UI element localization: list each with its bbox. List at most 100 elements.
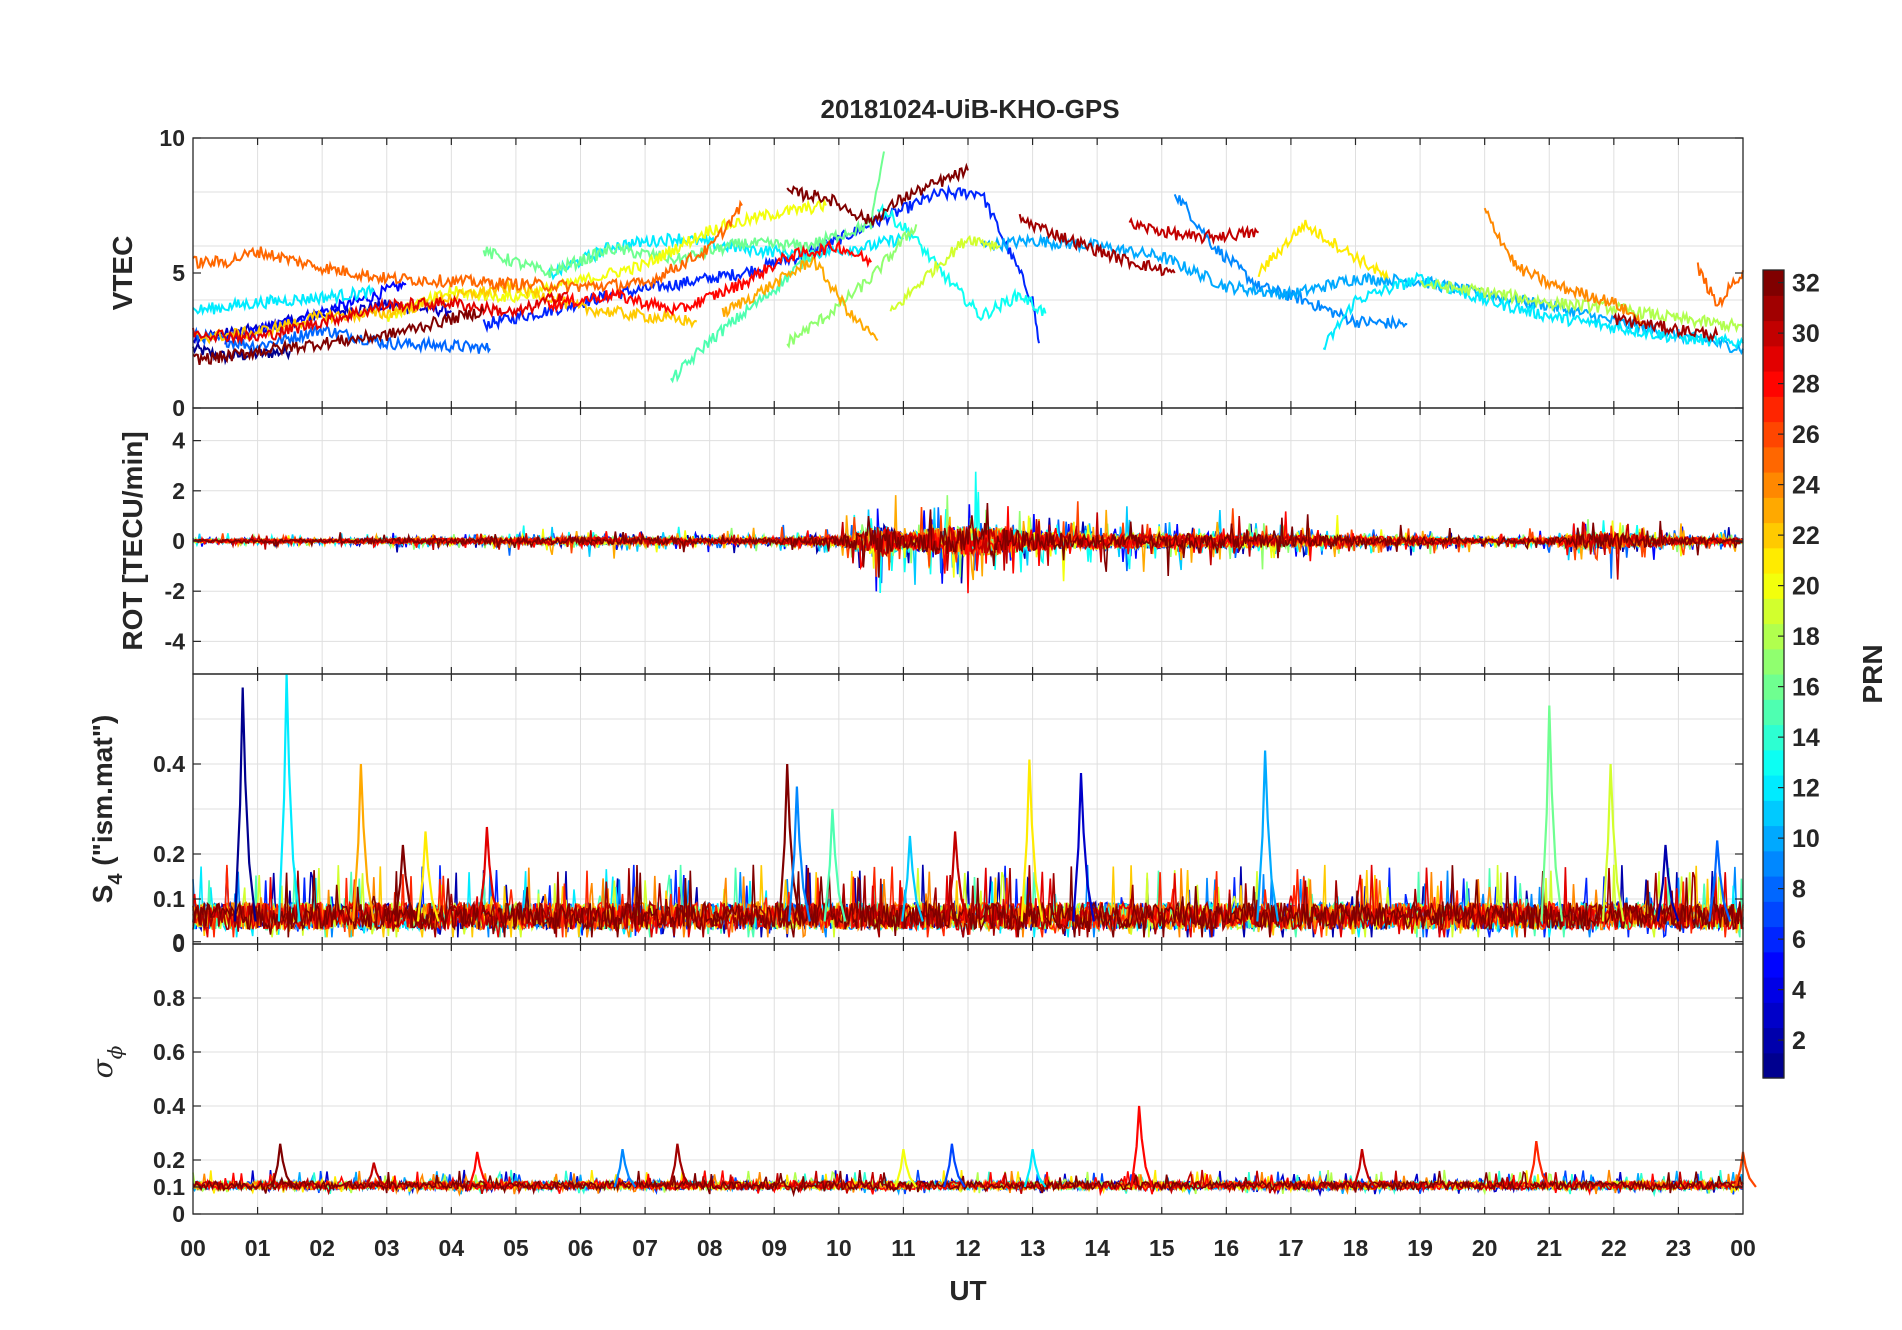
panel-vtec: 0 5 10 VTEC	[107, 125, 1744, 421]
y-tick-label: -4	[165, 628, 186, 654]
colorbar-label: PRN	[1857, 644, 1888, 703]
vtec-series-line	[192, 305, 485, 365]
sig-series-line	[192, 1170, 1744, 1198]
vtec-series-line	[721, 256, 879, 342]
vtec-series-line	[192, 284, 375, 317]
colorbar-swatch	[1763, 446, 1784, 473]
vtec-series-line	[1128, 216, 1260, 245]
vtec-series-line	[876, 203, 1047, 322]
s4-peak-mark	[788, 786, 811, 922]
rot-series-line	[192, 502, 1744, 578]
colorbar-swatch	[1763, 648, 1784, 675]
y-tick-label: 0.4	[153, 751, 185, 777]
panel-s4: 000.10.20.4 S4 ("ism.mat")	[87, 673, 1744, 957]
colorbar-tick-label: 14	[1792, 724, 1820, 752]
sig-peak-mark	[894, 1149, 918, 1188]
colorbar-swatch	[1763, 699, 1784, 726]
colorbar-swatch	[1763, 623, 1784, 650]
colorbar-tick-label: 30	[1792, 320, 1820, 348]
sig-peak-mark	[668, 1143, 692, 1188]
x-tick-label: 01	[245, 1235, 271, 1261]
colorbar-tick-label: 32	[1792, 270, 1820, 298]
s4-peak-mark	[233, 687, 257, 922]
vtec-series-line	[1612, 312, 1719, 343]
rot-y-ticks: -4 -2 0 2 4	[165, 428, 1743, 654]
colorbar-swatch	[1763, 1027, 1784, 1054]
colorbar-swatch	[1763, 547, 1784, 574]
vtec-y-ticks: 0 5 10	[159, 125, 1743, 421]
x-tick-label: 03	[374, 1235, 400, 1261]
x-tick-label: 14	[1084, 1235, 1110, 1261]
y-tick-label: 0.4	[153, 1093, 185, 1119]
colorbar-swatches	[1763, 270, 1784, 1079]
colorbar-swatch	[1763, 522, 1784, 549]
x-tick-label: 07	[632, 1235, 658, 1261]
s4-y-ticks: 000.10.20.4	[153, 751, 1743, 957]
s4-peak-mark	[352, 763, 375, 922]
x-tick-label: 22	[1601, 1235, 1627, 1261]
x-tick-label: 13	[1020, 1235, 1046, 1261]
s4-peak-mark	[478, 826, 501, 922]
colorbar-swatch	[1763, 396, 1784, 423]
colorbar-swatch	[1763, 320, 1784, 347]
x-tick-label: 00	[1730, 1235, 1756, 1261]
colorbar-tick-label: 20	[1792, 573, 1820, 601]
colorbar-swatch	[1763, 951, 1784, 978]
vtec-series-line	[1483, 207, 1647, 329]
colorbar-tick-label: 8	[1792, 876, 1806, 904]
colorbar-swatch	[1763, 371, 1784, 397]
y-tick-label: 0	[172, 528, 185, 554]
s4-y-label: S4 ("ism.mat")	[87, 715, 127, 904]
colorbar-swatch	[1763, 497, 1784, 524]
panel-rot: -4 -2 0 2 4 ROT [TECU/min]	[117, 407, 1744, 675]
colorbar-tick-label: 24	[1792, 472, 1820, 500]
s4-peak-mark	[901, 835, 924, 922]
y-tick-label: 0	[172, 395, 185, 421]
sig-peak-mark	[1023, 1149, 1047, 1188]
sig-peak-mark	[1527, 1140, 1551, 1188]
colorbar-swatch	[1763, 1002, 1784, 1029]
sigma-axes-box	[192, 943, 1744, 1215]
colorbar-swatch	[1763, 345, 1784, 372]
x-tick-label: 17	[1278, 1235, 1304, 1261]
x-tick-label: 00	[180, 1235, 206, 1261]
s4-peak-mark	[946, 831, 970, 922]
colorbar-tick-label: 10	[1792, 825, 1820, 853]
colorbar-swatch	[1763, 598, 1784, 625]
sig-peak-mark	[943, 1143, 966, 1188]
s4-peak-mark	[1256, 750, 1280, 922]
colorbar-swatch	[1763, 1052, 1784, 1079]
colorbar-swatch	[1763, 472, 1784, 498]
chart-title: 20181024-UiB-KHO-GPS	[820, 94, 1119, 124]
colorbar-swatch	[1763, 825, 1784, 852]
x-tick-label: 16	[1214, 1235, 1240, 1261]
vtec-series-line	[1696, 262, 1744, 309]
vtec-series-line	[1257, 219, 1389, 282]
s4-peak-mark	[1601, 763, 1625, 922]
sig-peak-mark	[1734, 1151, 1757, 1188]
colorbar-swatch	[1763, 901, 1784, 928]
y-tick-label: 0.2	[153, 841, 185, 867]
x-tick-label: 12	[955, 1235, 981, 1261]
s4-peak-mark	[416, 831, 440, 922]
x-axis-label: UT	[949, 1275, 986, 1306]
x-tick-label: 15	[1149, 1235, 1175, 1261]
colorbar-tick-label: 26	[1792, 421, 1820, 449]
sig-peak-mark	[271, 1143, 295, 1188]
vtec-series-line	[192, 278, 698, 345]
y-tick-label: 4	[172, 428, 185, 454]
sig-peak-mark	[1353, 1149, 1376, 1188]
x-tick-label: 19	[1407, 1235, 1433, 1261]
colorbar-swatch	[1763, 850, 1784, 877]
x-ticks: 00 01 02 03 04 05 06 07 08 09 10 11 12 13 14 15 16 17 18 19…	[180, 1235, 1756, 1261]
sig-peak-mark	[1130, 1105, 1154, 1188]
s4-peak-mark	[778, 763, 802, 922]
vtec-series-line	[547, 239, 872, 317]
sig-peak-mark	[468, 1151, 491, 1188]
s4-peak-mark	[1656, 844, 1680, 922]
s4-peak-mark	[394, 844, 417, 922]
s4-peak-mark	[1020, 759, 1044, 922]
s4-series-line	[192, 865, 1744, 938]
